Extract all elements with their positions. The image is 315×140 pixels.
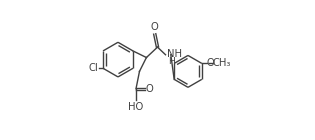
- Text: NH: NH: [167, 49, 182, 59]
- Text: HO: HO: [129, 102, 144, 112]
- Text: O: O: [150, 22, 158, 32]
- Text: H: H: [168, 57, 175, 66]
- Text: O: O: [146, 84, 153, 94]
- Text: Cl: Cl: [89, 63, 98, 73]
- Text: CH₃: CH₃: [213, 58, 231, 68]
- Text: O: O: [207, 58, 215, 68]
